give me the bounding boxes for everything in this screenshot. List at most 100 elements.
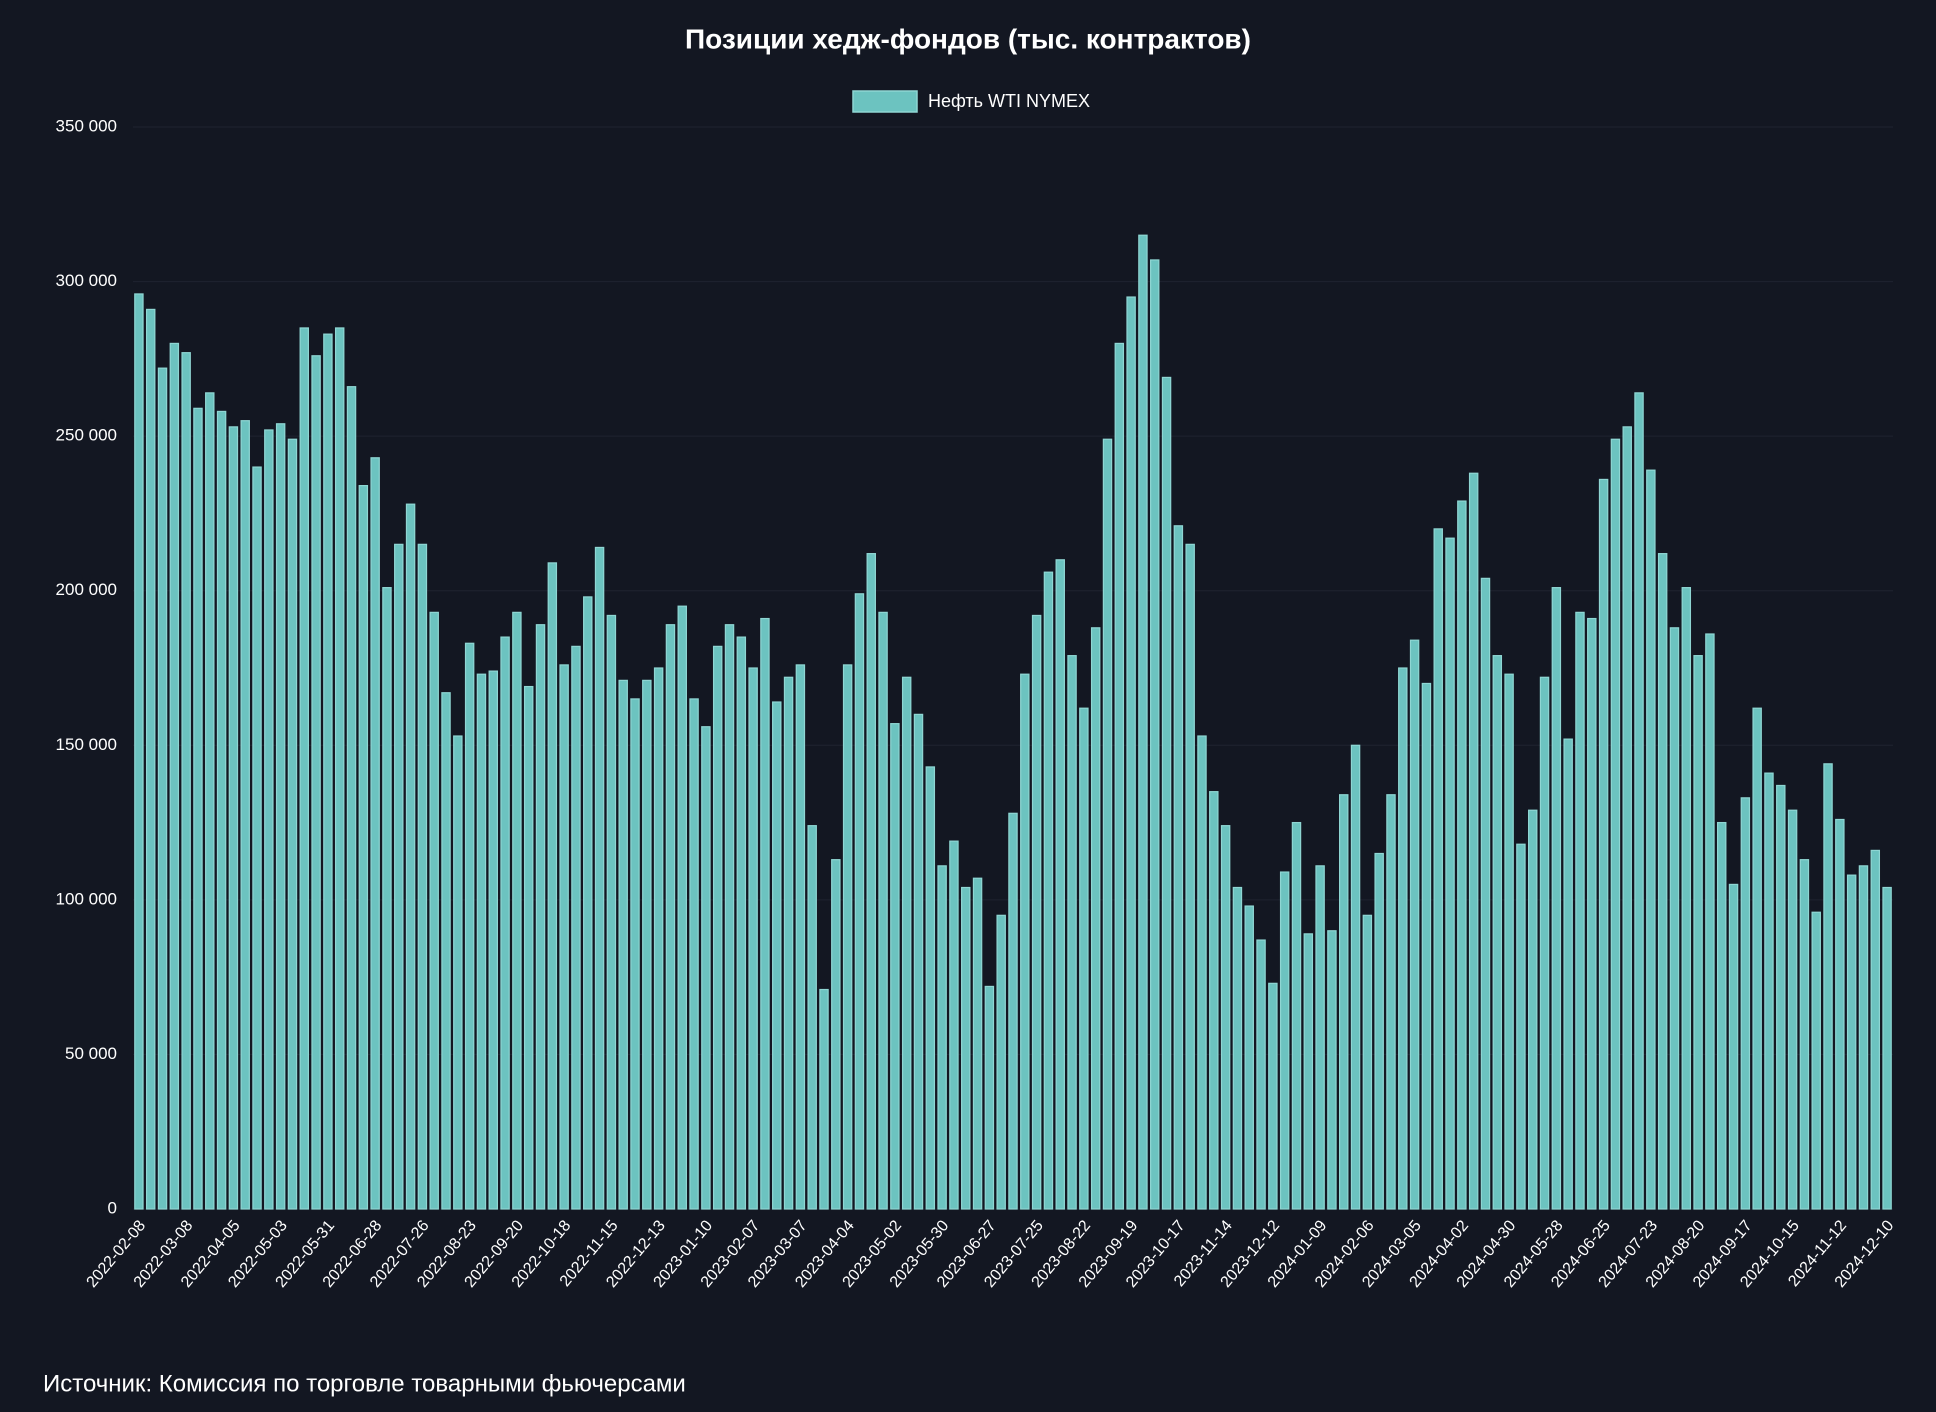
bar bbox=[1657, 553, 1668, 1210]
bar bbox=[1315, 865, 1325, 1210]
bar bbox=[642, 679, 652, 1210]
y-tick-label: 300 000 bbox=[56, 271, 117, 290]
bar bbox=[1527, 809, 1538, 1210]
bar bbox=[1291, 821, 1302, 1210]
bar bbox=[1020, 673, 1030, 1210]
bar bbox=[145, 308, 156, 1210]
bar bbox=[1870, 849, 1881, 1210]
bar bbox=[1079, 707, 1089, 1210]
bar bbox=[275, 423, 286, 1210]
bar bbox=[571, 645, 581, 1210]
bar bbox=[783, 676, 794, 1210]
bar bbox=[1067, 655, 1077, 1210]
bar bbox=[1776, 784, 1786, 1210]
bar bbox=[1539, 676, 1550, 1210]
bar bbox=[594, 546, 605, 1210]
bar bbox=[1468, 472, 1479, 1210]
bar bbox=[878, 611, 888, 1210]
bar bbox=[1693, 655, 1703, 1210]
bar bbox=[618, 679, 628, 1210]
bar bbox=[382, 587, 392, 1210]
bar bbox=[1646, 469, 1656, 1210]
bar bbox=[653, 667, 664, 1210]
bar bbox=[193, 407, 203, 1210]
bar bbox=[429, 611, 439, 1210]
bar bbox=[854, 593, 865, 1210]
bar bbox=[712, 645, 723, 1210]
bar bbox=[1102, 438, 1113, 1210]
bar bbox=[866, 553, 876, 1210]
bar bbox=[1811, 911, 1821, 1210]
bar bbox=[665, 624, 676, 1210]
bar bbox=[240, 420, 250, 1210]
bar bbox=[961, 886, 971, 1210]
bar bbox=[1209, 791, 1219, 1210]
bar bbox=[901, 676, 912, 1210]
y-tick-label: 50 000 bbox=[65, 1044, 117, 1063]
bar bbox=[1728, 883, 1739, 1210]
y-tick-label: 100 000 bbox=[56, 889, 117, 908]
bar bbox=[358, 485, 369, 1210]
legend-label: Нефть WTI NYMEX bbox=[928, 91, 1090, 111]
bar bbox=[677, 605, 687, 1210]
bar bbox=[1752, 707, 1762, 1210]
bar bbox=[1173, 525, 1184, 1210]
bar bbox=[949, 840, 959, 1210]
bar bbox=[1350, 744, 1361, 1210]
bar bbox=[1445, 537, 1455, 1210]
bar bbox=[1008, 812, 1018, 1210]
bar bbox=[346, 386, 357, 1210]
bar bbox=[724, 624, 735, 1210]
bar bbox=[984, 985, 995, 1210]
bar bbox=[1764, 772, 1774, 1210]
bar bbox=[1268, 982, 1278, 1210]
bar bbox=[370, 457, 380, 1210]
bar bbox=[606, 614, 617, 1210]
bar bbox=[972, 877, 983, 1210]
bar bbox=[1587, 617, 1597, 1210]
bar bbox=[583, 596, 593, 1210]
bar bbox=[559, 664, 569, 1210]
bar bbox=[819, 988, 829, 1210]
y-tick-label: 250 000 bbox=[56, 426, 117, 445]
bar bbox=[453, 735, 463, 1210]
bar bbox=[1669, 627, 1680, 1210]
bar bbox=[1256, 939, 1266, 1210]
bar bbox=[925, 766, 936, 1210]
bar bbox=[1787, 809, 1798, 1210]
y-tick-label: 150 000 bbox=[56, 735, 117, 754]
bar bbox=[689, 698, 699, 1210]
bar bbox=[1031, 614, 1042, 1210]
bar bbox=[748, 667, 758, 1210]
bar bbox=[417, 543, 428, 1210]
bar bbox=[1327, 930, 1337, 1210]
bar bbox=[1398, 667, 1408, 1210]
bar bbox=[1634, 392, 1644, 1210]
bar bbox=[890, 723, 900, 1210]
bar bbox=[1504, 673, 1514, 1210]
bar bbox=[252, 466, 262, 1210]
bar bbox=[1126, 296, 1136, 1210]
bar bbox=[913, 713, 924, 1210]
bar bbox=[1516, 843, 1526, 1210]
bar bbox=[512, 611, 522, 1210]
bar bbox=[476, 673, 487, 1210]
bar bbox=[1386, 794, 1396, 1210]
source-note: Источник: Комиссия по торговле товарными… bbox=[43, 1370, 686, 1397]
y-tick-label: 0 bbox=[108, 1198, 117, 1217]
bar bbox=[547, 562, 558, 1210]
bar bbox=[1421, 682, 1432, 1210]
bar bbox=[1138, 234, 1148, 1210]
bar bbox=[394, 543, 404, 1210]
bar bbox=[1846, 874, 1857, 1210]
bar bbox=[287, 438, 298, 1210]
bar bbox=[535, 624, 546, 1210]
bar bbox=[1374, 852, 1384, 1210]
bar bbox=[205, 392, 215, 1210]
bar bbox=[1823, 763, 1833, 1210]
bar bbox=[1610, 438, 1621, 1210]
bar bbox=[169, 342, 180, 1210]
bar bbox=[500, 636, 510, 1210]
bar bbox=[334, 327, 345, 1210]
bar bbox=[1279, 871, 1290, 1210]
